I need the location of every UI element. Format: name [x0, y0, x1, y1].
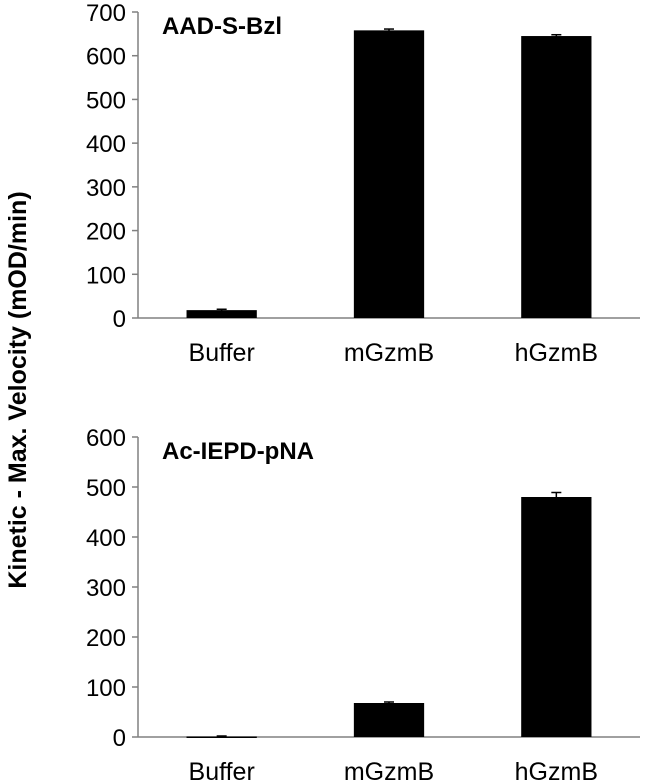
category-label-hgzmb: hGzmB	[515, 339, 598, 367]
y-tick-label: 600	[86, 44, 126, 71]
chart-panel-bottom: 0 100 200 300 400 500 600 Buffer mGzmB hGzmB Ac-IE…	[86, 425, 640, 782]
y-axis-label: Kinetic - Max. Velocity (mOD/min)	[4, 191, 32, 588]
bar-buffer	[186, 310, 257, 318]
bar-buffer	[186, 736, 257, 738]
y-tick-label: 0	[113, 306, 126, 333]
category-label-hgzmb: hGzmB	[515, 758, 598, 782]
y-tick-label: 100	[86, 675, 126, 702]
chart-panel-top: 0 100 200 300 400 500 600 700 Buffer mGzmB hGzmB AA…	[86, 0, 640, 367]
category-label-buffer: Buffer	[189, 758, 255, 782]
bar-mgzmb	[353, 30, 425, 319]
bar-mgzmb	[353, 703, 425, 737]
y-tick-label: 400	[86, 525, 126, 552]
y-tick-label: 100	[86, 262, 126, 289]
y-tick-label: 400	[86, 131, 126, 158]
category-label-mgzmb: mGzmB	[344, 758, 434, 782]
y-tick-label: 500	[86, 475, 126, 502]
category-label-mgzmb: mGzmB	[344, 339, 434, 367]
y-tick-label: 300	[86, 575, 126, 602]
y-tick-label: 300	[86, 175, 126, 202]
y-tick-label: 700	[86, 0, 126, 27]
y-tick-label: 200	[86, 625, 126, 652]
y-tick-label: 600	[86, 425, 126, 452]
chart-title-bottom: Ac-IEPD-pNA	[162, 438, 314, 465]
y-tick-label: 200	[86, 219, 126, 246]
category-label-buffer: Buffer	[189, 339, 255, 367]
chart-title-top: AAD-S-Bzl	[162, 13, 282, 40]
y-tick-label: 500	[86, 87, 126, 114]
y-tick-label: 0	[113, 725, 126, 752]
bar-hgzmb	[521, 36, 592, 319]
bar-hgzmb	[521, 497, 592, 737]
